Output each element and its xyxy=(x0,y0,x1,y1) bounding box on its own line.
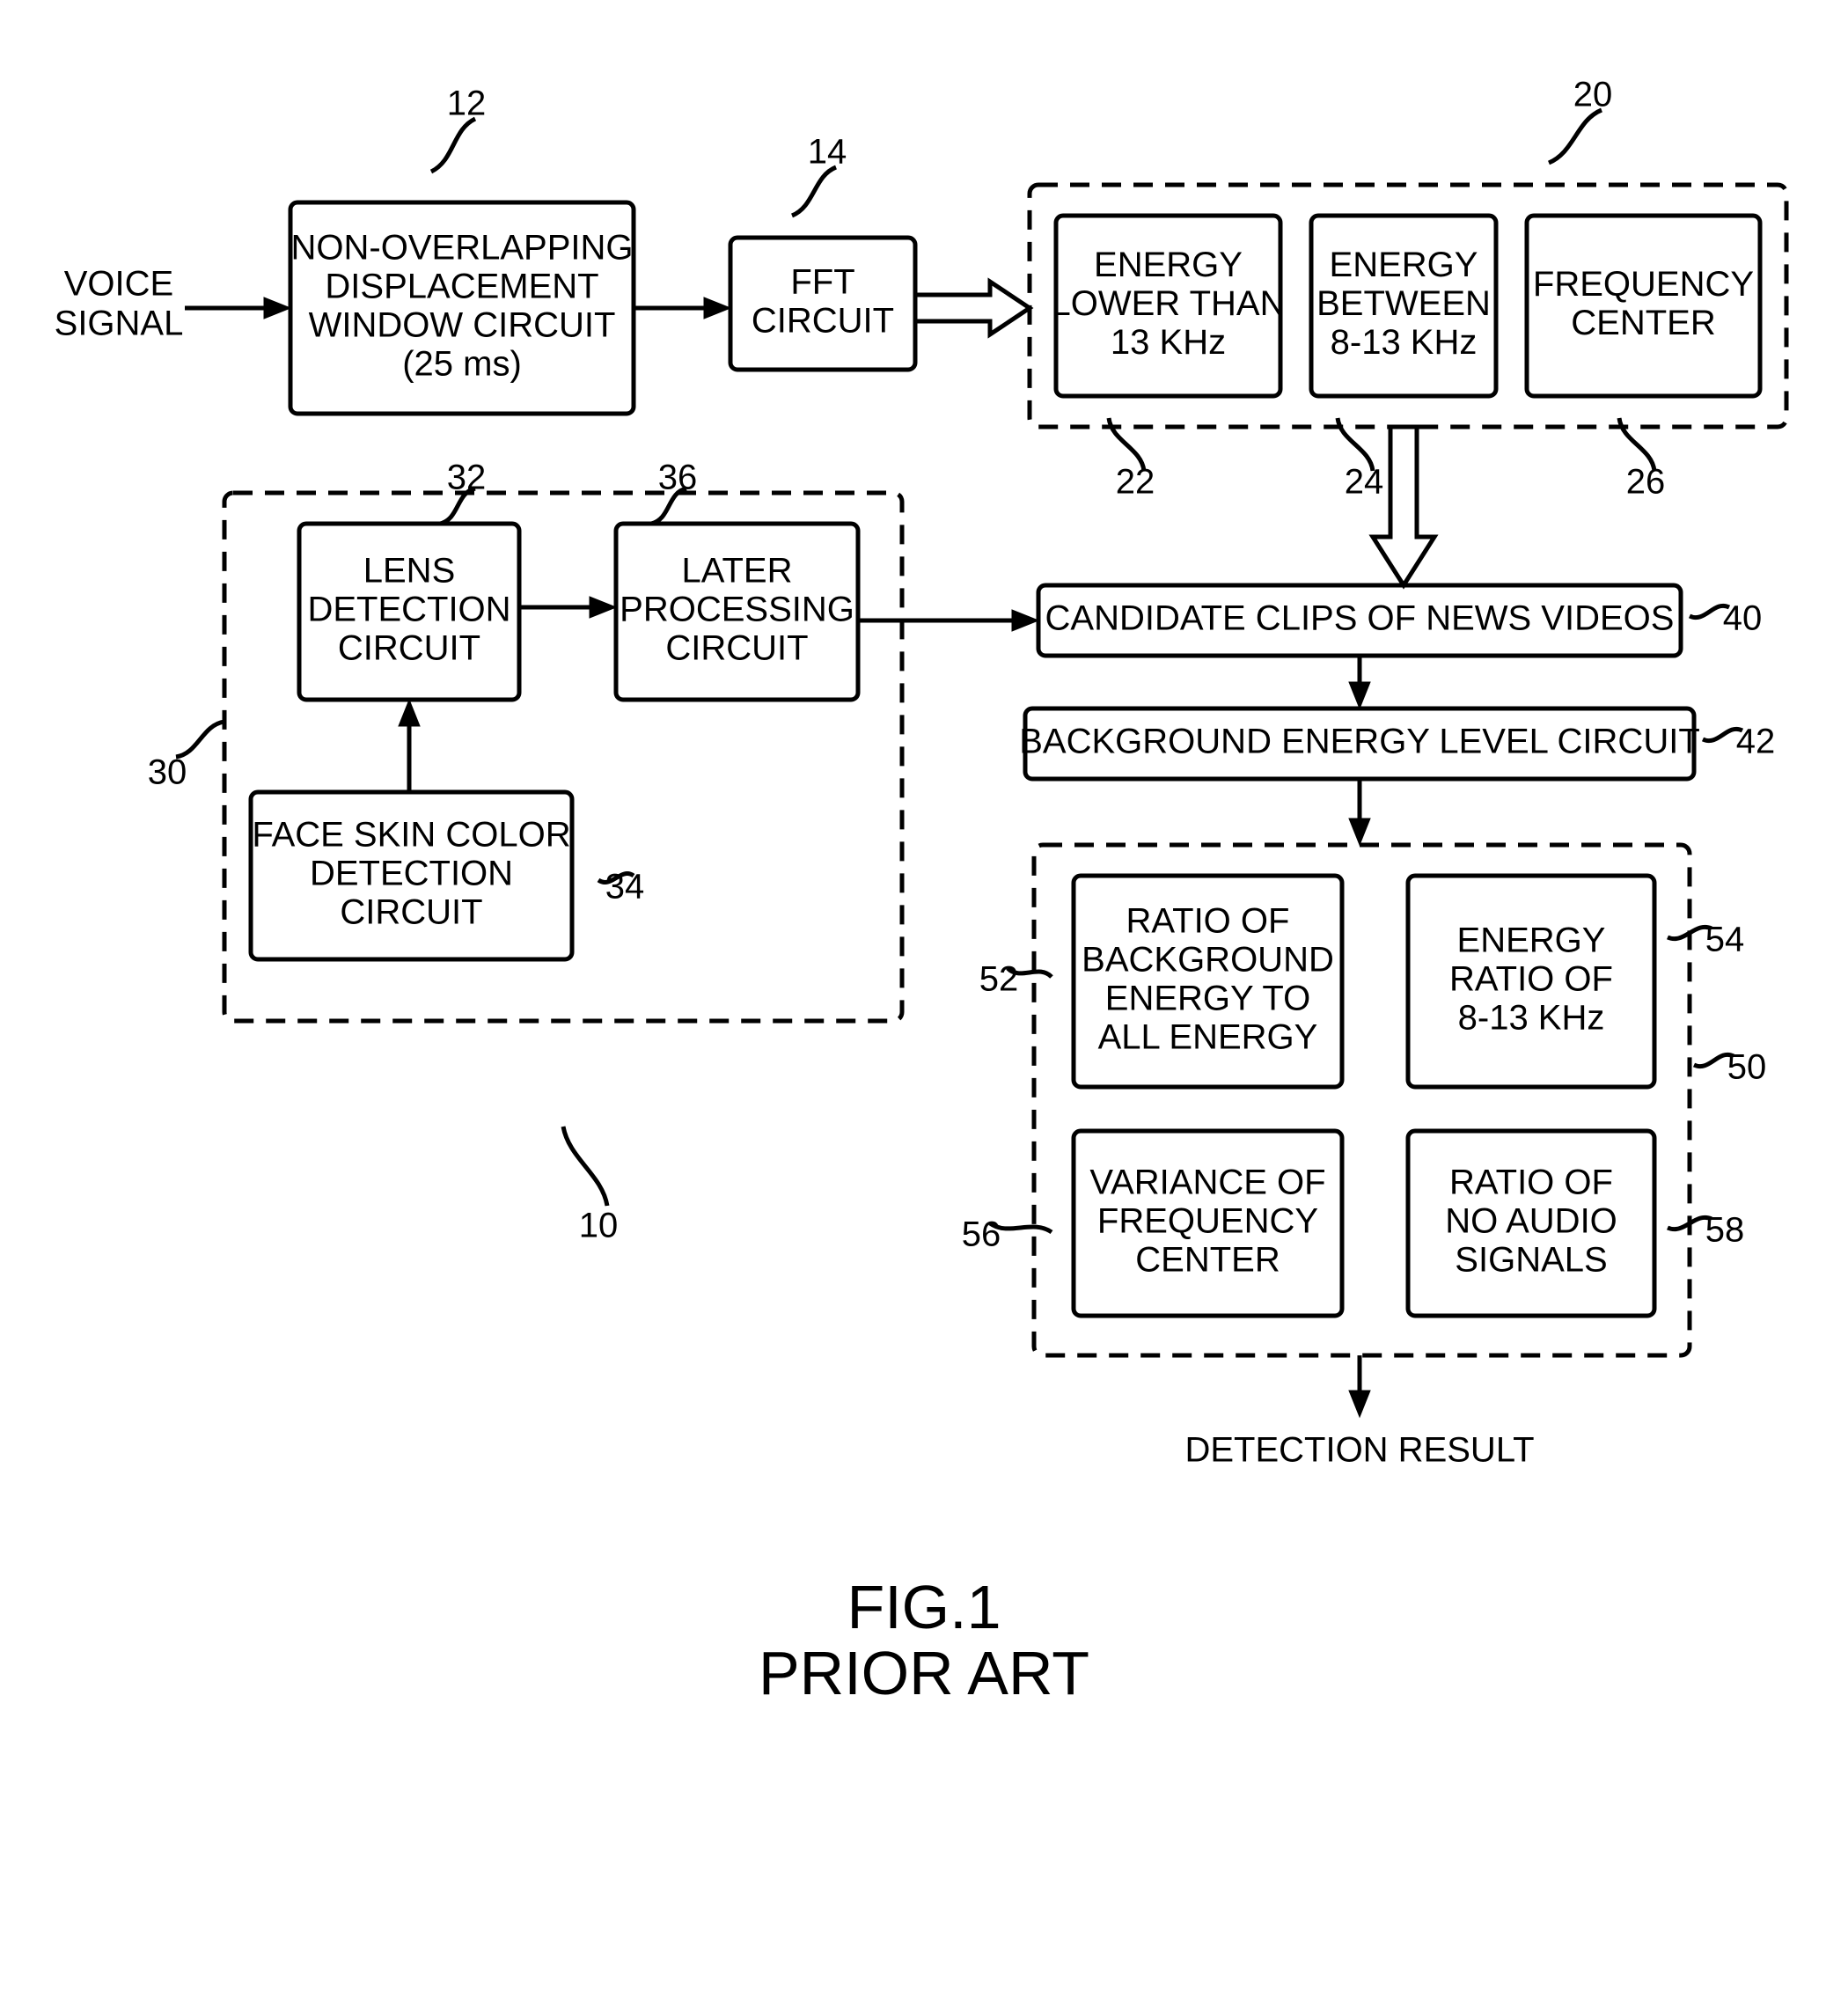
block-12-line: NON-OVERLAPPING xyxy=(291,229,634,268)
arrowhead xyxy=(1012,610,1038,631)
block-14-line: FFT xyxy=(790,263,854,302)
ref-20: 20 xyxy=(1573,76,1613,114)
block-54-line: 8-13 KHz xyxy=(1458,999,1605,1038)
block-32-line: LENS xyxy=(363,552,456,591)
ref-56: 56 xyxy=(962,1215,1001,1254)
voice-signal-label-2: SIGNAL xyxy=(55,305,184,343)
ref-30: 30 xyxy=(148,753,187,792)
ref-26: 26 xyxy=(1626,463,1666,502)
arrowhead xyxy=(264,297,290,319)
block-34-line: FACE SKIN COLOR xyxy=(252,816,570,855)
ref-leader-20 xyxy=(1549,110,1602,163)
ref-10: 10 xyxy=(579,1207,619,1245)
ref-52: 52 xyxy=(979,960,1019,999)
block-34-line: DETECTION xyxy=(310,855,513,893)
block-58-line: SIGNALS xyxy=(1455,1241,1607,1280)
block-34-line: CIRCUIT xyxy=(340,893,482,932)
block-54-line: RATIO OF xyxy=(1449,960,1613,999)
ref-14: 14 xyxy=(808,133,847,172)
block-58-line: NO AUDIO xyxy=(1445,1202,1617,1241)
block-56-line: VARIANCE OF xyxy=(1089,1163,1325,1202)
arrowhead xyxy=(1349,1391,1370,1417)
ref-12: 12 xyxy=(447,84,487,123)
block-26-line: FREQUENCY xyxy=(1533,265,1754,304)
open-arrow-20-to-40 xyxy=(1373,427,1434,585)
block-32-line: DETECTION xyxy=(307,591,510,629)
block-22-line: LOWER THAN xyxy=(1052,284,1286,323)
block-24-line: ENERGY xyxy=(1330,246,1478,284)
block-24-line: BETWEEN xyxy=(1316,284,1491,323)
figure-caption-1: FIG.1 xyxy=(847,1573,1001,1641)
arrowhead xyxy=(1349,818,1370,845)
block-22-line: ENERGY xyxy=(1094,246,1243,284)
block-32-line: CIRCUIT xyxy=(338,629,480,668)
ref-leader-10 xyxy=(563,1127,607,1206)
ref-leader-12 xyxy=(431,119,475,172)
block-12-line: WINDOW CIRCUIT xyxy=(309,306,616,345)
block-58-line: RATIO OF xyxy=(1449,1163,1613,1202)
voice-signal-label-1: VOICE xyxy=(64,265,173,304)
block-12-line: DISPLACEMENT xyxy=(325,268,598,306)
block-52-line: RATIO OF xyxy=(1126,902,1290,941)
block-52-line: BACKGROUND xyxy=(1082,941,1334,980)
detection-result-label: DETECTION RESULT xyxy=(1184,1431,1534,1470)
block-56-line: CENTER xyxy=(1135,1241,1280,1280)
block-36-line: CIRCUIT xyxy=(665,629,808,668)
ref-22: 22 xyxy=(1116,463,1155,502)
open-arrow-14-to-20 xyxy=(915,282,1030,334)
flowchart-diagram: NON-OVERLAPPINGDISPLACEMENTWINDOW CIRCUI… xyxy=(0,0,1848,1760)
arrowhead xyxy=(590,597,616,618)
ref-leader-14 xyxy=(792,167,836,216)
figure-caption-2: PRIOR ART xyxy=(759,1639,1089,1707)
block-36-line: LATER xyxy=(682,552,793,591)
arrowhead xyxy=(704,297,730,319)
block-12-line: (25 ms) xyxy=(402,345,522,384)
block-42-line: BACKGROUND ENERGY LEVEL CIRCUIT xyxy=(1019,723,1700,761)
arrowhead xyxy=(399,700,420,726)
block-52-line: ALL ENERGY xyxy=(1098,1018,1318,1057)
block-14-line: CIRCUIT xyxy=(752,302,894,341)
block-22-line: 13 KHz xyxy=(1111,323,1226,362)
block-52-line: ENERGY TO xyxy=(1105,980,1310,1018)
block-24-line: 8-13 KHz xyxy=(1331,323,1478,362)
ref-24: 24 xyxy=(1345,463,1384,502)
arrowhead xyxy=(1349,682,1370,708)
ref-leader-30 xyxy=(176,722,224,757)
block-56-line: FREQUENCY xyxy=(1097,1202,1318,1241)
block-54-line: ENERGY xyxy=(1457,921,1606,960)
block-40-line: CANDIDATE CLIPS OF NEWS VIDEOS xyxy=(1045,599,1675,638)
block-36-line: PROCESSING xyxy=(620,591,854,629)
block-26-line: CENTER xyxy=(1571,304,1715,342)
